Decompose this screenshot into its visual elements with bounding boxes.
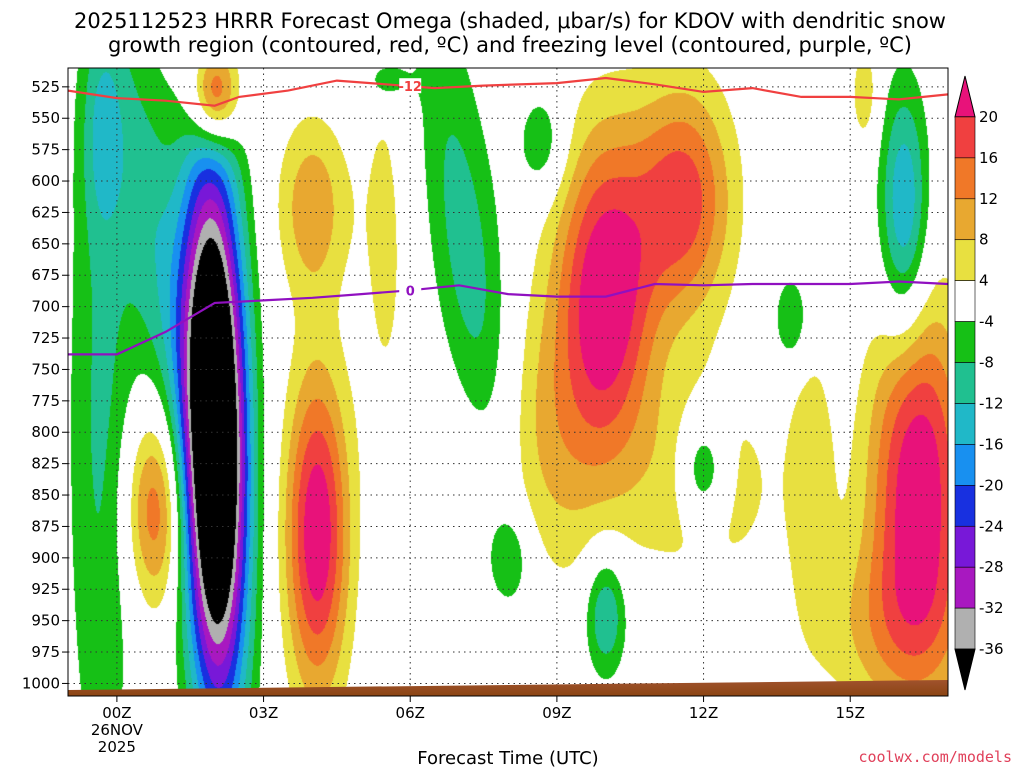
colorbar-band [954, 607, 976, 650]
freezing-level-line [68, 280, 948, 356]
colorbar-label: -16 [979, 435, 1004, 453]
y-tick-label: 775 [31, 392, 60, 410]
y-tick-label: 700 [31, 298, 60, 316]
y-axis: 525 550 575 600 625 650 675 700 725 750 775 800 825 8… [22, 78, 68, 692]
colorbar-band [954, 321, 976, 363]
colorbar-label: 16 [979, 149, 998, 167]
colorbar-bottom-arrow [954, 648, 976, 691]
credit-link[interactable]: coolwx.com/models [858, 748, 1012, 766]
x-tick-label: 15Z [836, 704, 865, 722]
y-tick-label: 625 [31, 203, 60, 221]
colorbar-label: -12 [979, 394, 1004, 412]
colorbar-label: -24 [979, 517, 1004, 535]
colorbar-label: -4 [979, 313, 994, 331]
y-tick-label: 1000 [22, 674, 60, 692]
colorbar-top-arrow [954, 75, 976, 118]
x-tick-label: 06Z [396, 704, 425, 722]
colorbar-label: 20 [979, 108, 998, 126]
x-tick-label: 12Z [689, 704, 718, 722]
y-tick-label: 950 [31, 612, 60, 630]
x-tick-year: 2025 [98, 738, 136, 756]
chart-title-line1: 2025112523 HRRR Forecast Omega (shaded, … [74, 9, 946, 33]
y-tick-label: 600 [31, 172, 60, 190]
colorbar-band [954, 280, 976, 322]
y-tick-label: 825 [31, 455, 60, 473]
plot-area: -12 0 [67, 67, 949, 697]
colorbar-label: 12 [979, 190, 998, 208]
colorbar-label: -36 [979, 640, 1004, 658]
colorbar-label: 8 [979, 231, 989, 249]
y-tick-label: 525 [31, 78, 60, 96]
y-tick-label: 675 [31, 266, 60, 284]
colorbar-band [954, 362, 976, 404]
dgz-contour-label-bg [399, 78, 422, 94]
chart-title-line2: growth region (contoured, red, ºC) and f… [108, 33, 912, 57]
x-tick-date: 26NOV [91, 721, 144, 739]
plot-frame [67, 67, 949, 697]
colorbar-label: 4 [979, 272, 989, 290]
colorbar-band [954, 444, 976, 486]
colorbar: 20 16 12 8 4 -4 -8 -12 -16 -20 -24 -28 -32 -36 [954, 75, 1004, 691]
colorbar-band [954, 239, 976, 281]
x-tick-label: 03Z [249, 704, 278, 722]
colorbar-band [954, 116, 976, 159]
x-axis-label: Forecast Time (UTC) [417, 748, 598, 768]
x-tick-label: 09Z [542, 704, 571, 722]
y-tick-label: 725 [31, 329, 60, 347]
colorbar-label: -8 [979, 354, 994, 372]
y-tick-label: 750 [31, 360, 60, 378]
y-tick-label: 650 [31, 235, 60, 253]
freezing-contour-label: 0 [406, 284, 415, 299]
y-tick-label: 800 [31, 423, 60, 441]
y-tick-label: 575 [31, 141, 60, 159]
contour-lines: -12 0 [68, 76, 948, 356]
colorbar-band [954, 525, 976, 568]
dgz-contour-label: -12 [398, 80, 422, 95]
freezing-contour-label-bg [399, 282, 422, 298]
omega-shaded-field [68, 68, 948, 696]
colorbar-band [954, 566, 976, 609]
colorbar-band [954, 198, 976, 241]
y-tick-label: 550 [31, 109, 60, 127]
colorbar-label: -32 [979, 599, 1004, 617]
dgz-contour-line [68, 76, 948, 107]
y-tick-label: 975 [31, 643, 60, 661]
x-tick-label: 00Z [102, 704, 131, 722]
colorbar-band [954, 403, 976, 445]
terrain-ground [68, 680, 948, 696]
colorbar-band [954, 485, 976, 527]
colorbar-band [954, 157, 976, 200]
y-tick-label: 850 [31, 486, 60, 504]
y-tick-label: 900 [31, 549, 60, 567]
colorbar-label: -28 [979, 558, 1004, 576]
grid-lines [68, 68, 948, 696]
y-tick-label: 925 [31, 580, 60, 598]
colorbar-label: -20 [979, 476, 1004, 494]
y-tick-label: 875 [31, 517, 60, 535]
